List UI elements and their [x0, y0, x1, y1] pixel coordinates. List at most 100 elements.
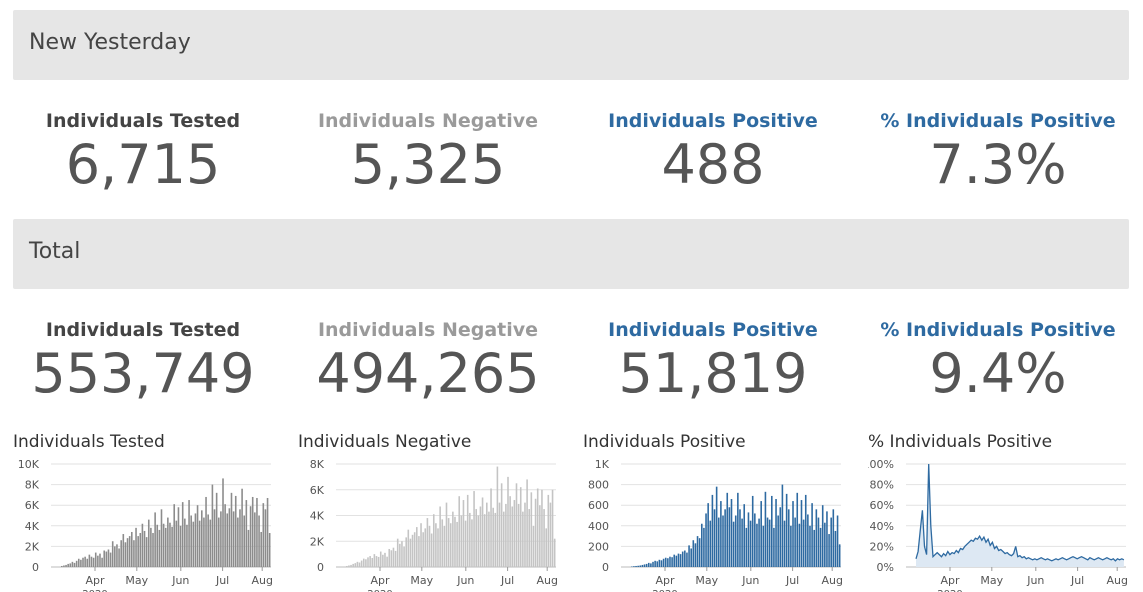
bar	[494, 512, 497, 567]
bar	[135, 527, 137, 567]
bar	[139, 533, 142, 567]
bar	[92, 557, 95, 567]
bar	[445, 502, 448, 567]
bar	[213, 509, 216, 567]
bar	[362, 558, 365, 567]
bar	[505, 503, 507, 567]
stat-value: 6,715	[65, 133, 221, 196]
bar	[766, 517, 769, 567]
chart-title: % Individuals Positive	[868, 432, 1053, 452]
bar	[635, 565, 637, 567]
chart-svg: 0 200 400 600 800 1K Apr May Jun Jul Aug 2020	[588, 458, 843, 592]
stat-label: Individuals Negative	[317, 110, 539, 132]
bar	[384, 552, 386, 567]
bar	[454, 516, 456, 567]
bar	[266, 497, 269, 567]
bar	[796, 492, 799, 567]
bar	[686, 552, 688, 567]
bar	[430, 533, 433, 567]
y-tick-label: 1K	[595, 458, 610, 471]
stat-value: 5,325	[350, 133, 506, 196]
bar	[809, 525, 811, 567]
bar	[722, 515, 724, 567]
bar	[547, 494, 550, 567]
bar	[756, 523, 758, 567]
bar	[201, 510, 203, 567]
y-tick-label: 200	[588, 540, 609, 553]
bar	[524, 502, 526, 567]
bar	[536, 488, 539, 567]
bar	[220, 511, 222, 567]
bar	[116, 544, 118, 567]
x-tick-label: Jun	[456, 574, 474, 587]
bar	[679, 554, 682, 567]
bar	[126, 538, 129, 567]
bar	[226, 513, 229, 567]
chart-title: Individuals Negative	[298, 432, 472, 452]
section-header-new-yesterday: New Yesterday	[13, 10, 1129, 80]
bar	[141, 523, 144, 567]
bar	[762, 525, 765, 567]
x-tick-label: Aug	[1106, 574, 1127, 587]
bar	[511, 506, 514, 567]
bar	[800, 500, 803, 567]
bar	[350, 564, 352, 567]
bar	[502, 511, 505, 567]
bar	[456, 521, 458, 567]
bar	[530, 492, 533, 567]
bar	[834, 530, 837, 567]
bar	[662, 558, 665, 567]
y-tick-label: 2K	[25, 540, 40, 553]
stat-total-negative: Individuals Negative 494,265	[285, 319, 571, 401]
bar	[681, 551, 684, 567]
bar	[124, 542, 127, 567]
bar	[150, 527, 152, 567]
bar	[707, 503, 709, 567]
bar	[637, 565, 639, 567]
bar	[483, 514, 486, 567]
bar	[645, 563, 648, 567]
y-tick-label: 6K	[25, 499, 40, 512]
bar	[785, 493, 788, 567]
bar	[432, 514, 435, 567]
chart-individuals-tested: Individuals Tested 0 2K 4K 6K 8K 10K Apr May Jun…	[13, 430, 283, 592]
bar	[709, 520, 712, 567]
x-tick-label: May	[980, 574, 1003, 587]
bar	[739, 509, 741, 567]
bar	[701, 523, 703, 567]
x-year-label: 2020	[367, 589, 392, 592]
bar	[405, 537, 407, 567]
bar	[407, 529, 410, 567]
x-tick-label: Aug	[251, 574, 272, 587]
x-tick-label: Jul	[1070, 574, 1084, 587]
bar	[209, 519, 212, 567]
y-tick-label: 6K	[310, 484, 325, 497]
y-tick-label: 0%	[877, 561, 894, 574]
x-tick-label: Apr	[940, 574, 960, 587]
bar	[175, 520, 178, 567]
bar	[137, 536, 139, 567]
bar	[69, 563, 72, 567]
bar	[749, 520, 752, 567]
bar	[652, 561, 654, 567]
bar	[551, 489, 554, 567]
bar	[186, 524, 188, 567]
bar	[813, 529, 816, 567]
y-tick-label: 0	[602, 561, 609, 574]
stat-new-negative: Individuals Negative 5,325	[285, 110, 571, 192]
bar	[256, 497, 258, 567]
stat-value: 9.4%	[929, 342, 1067, 405]
bar	[120, 540, 122, 567]
bar	[745, 527, 748, 567]
x-tick-label: Jul	[785, 574, 799, 587]
bar	[694, 543, 697, 567]
bar	[534, 498, 537, 567]
bar	[692, 540, 695, 567]
bar	[230, 492, 233, 567]
bar	[147, 519, 150, 567]
chart-svg: 0% 20% 40% 60% 80% 100% Apr May Jun Jul Aug 2020	[868, 458, 1128, 592]
bar	[86, 558, 89, 567]
bar	[111, 541, 114, 567]
bar	[717, 517, 720, 567]
bar	[99, 553, 101, 567]
